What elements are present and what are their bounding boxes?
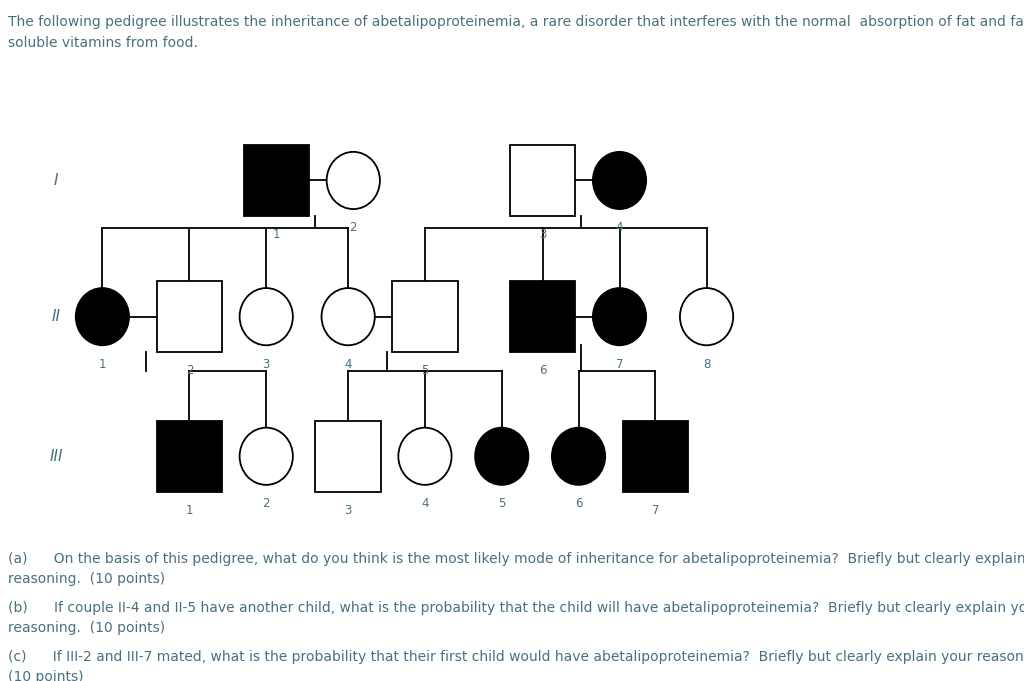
Text: 8: 8 xyxy=(702,358,711,370)
Text: 2: 2 xyxy=(349,221,357,234)
Text: 1: 1 xyxy=(185,504,194,517)
Ellipse shape xyxy=(398,428,452,485)
Ellipse shape xyxy=(552,428,605,485)
Text: 2: 2 xyxy=(262,497,270,510)
Bar xyxy=(623,421,688,492)
Bar xyxy=(244,145,309,216)
Text: I: I xyxy=(54,173,58,188)
Bar xyxy=(392,281,458,352)
Text: 1: 1 xyxy=(272,228,281,241)
Text: (a)      On the basis of this pedigree, what do you think is the most likely mod: (a) On the basis of this pedigree, what … xyxy=(8,552,1024,586)
Ellipse shape xyxy=(680,288,733,345)
Text: 3: 3 xyxy=(539,228,547,241)
Ellipse shape xyxy=(327,152,380,209)
Text: 5: 5 xyxy=(498,497,506,510)
Text: 1: 1 xyxy=(98,358,106,370)
Text: (b)      If couple II-4 and II-5 have another child, what is the probability tha: (b) If couple II-4 and II-5 have another… xyxy=(8,601,1024,635)
Text: The following pedigree illustrates the inheritance of abetalipoproteinemia, a ra: The following pedigree illustrates the i… xyxy=(8,15,1024,50)
Ellipse shape xyxy=(76,288,129,345)
Ellipse shape xyxy=(322,288,375,345)
Ellipse shape xyxy=(475,428,528,485)
Text: III: III xyxy=(49,449,63,464)
Bar xyxy=(157,421,222,492)
Text: 2: 2 xyxy=(185,364,194,377)
Ellipse shape xyxy=(593,152,646,209)
Text: 4: 4 xyxy=(421,497,429,510)
Text: 7: 7 xyxy=(615,358,624,370)
Text: 7: 7 xyxy=(651,504,659,517)
Ellipse shape xyxy=(240,288,293,345)
Bar xyxy=(157,281,222,352)
Text: (c)      If III-2 and III-7 mated, what is the probability that their first chil: (c) If III-2 and III-7 mated, what is th… xyxy=(8,650,1024,681)
Bar xyxy=(510,145,575,216)
Text: 6: 6 xyxy=(574,497,583,510)
Text: 6: 6 xyxy=(539,364,547,377)
Text: 4: 4 xyxy=(344,358,352,370)
Text: II: II xyxy=(52,309,60,324)
Ellipse shape xyxy=(593,288,646,345)
Text: 4: 4 xyxy=(615,221,624,234)
Ellipse shape xyxy=(240,428,293,485)
Text: 3: 3 xyxy=(344,504,352,517)
Bar xyxy=(315,421,381,492)
Bar xyxy=(510,281,575,352)
Text: 3: 3 xyxy=(262,358,270,370)
Text: 5: 5 xyxy=(421,364,429,377)
